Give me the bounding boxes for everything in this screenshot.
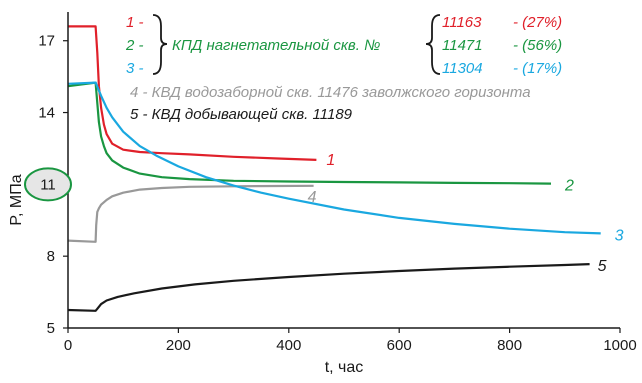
x-tick-label: 400: [276, 337, 301, 354]
legend-row-2-num: 2 -: [125, 37, 144, 54]
legend-row-2-well: 11471: [442, 37, 483, 54]
legend-row-3-well: 11304: [442, 60, 483, 77]
legend-row-1-num: 1 -: [126, 14, 144, 31]
series-3-end-label: 3: [615, 227, 624, 244]
legend-row-5: 5 - КВД добывающей скв. 11189: [130, 106, 353, 123]
series-3-line: [67, 81, 601, 235]
legend: 1 - 2 - 3 - КПД нагнетательной скв. № 11…: [125, 14, 562, 123]
legend-right-brace: [152, 14, 168, 75]
series-5-end-label: 5: [598, 258, 607, 275]
x-tick-label: 0: [64, 337, 72, 354]
legend-row-1-pct: - (27%): [513, 14, 562, 31]
series-2-line: [67, 81, 552, 185]
legend-kpd-text: КПД нагнетательной скв. №: [172, 37, 380, 54]
x-tick-label: 800: [497, 337, 522, 354]
y-tick-label: 17: [38, 33, 55, 50]
series-4-line: [67, 184, 314, 243]
series-2-end-label: 2: [564, 178, 574, 195]
series-1-line: [68, 25, 317, 161]
legend-row-4: 4 - КВД водозаборной скв. 11476 заволжск…: [130, 84, 531, 101]
legend-left-brace: [425, 14, 441, 75]
x-tick-label: 200: [166, 337, 191, 354]
y-tick-label: 5: [47, 320, 55, 337]
series-1-end-label: 1: [326, 152, 335, 169]
y-axis-title: P, МПа: [8, 174, 25, 225]
y-tick-label: 14: [38, 105, 55, 122]
series-end-labels: 1 2 3 4 5: [308, 152, 624, 275]
highlight-ellipse: [24, 167, 72, 202]
x-axis-title: t, час: [325, 359, 364, 376]
x-tick-label: 1000: [603, 337, 636, 354]
legend-row-3-pct: - (17%): [513, 60, 562, 77]
y-tick-label: 11: [40, 176, 56, 193]
axes: [67, 12, 620, 329]
x-tick-label: 600: [387, 337, 412, 354]
legend-row-1-well: 11163: [442, 14, 482, 31]
legend-row-2-pct: - (56%): [513, 37, 562, 54]
series-4-end-label: 4: [308, 189, 317, 206]
y-tick-label: 8: [47, 248, 55, 265]
series-5-line: [67, 263, 590, 312]
legend-row-3-num: 3 -: [126, 60, 144, 77]
plot-lines: [67, 25, 601, 312]
